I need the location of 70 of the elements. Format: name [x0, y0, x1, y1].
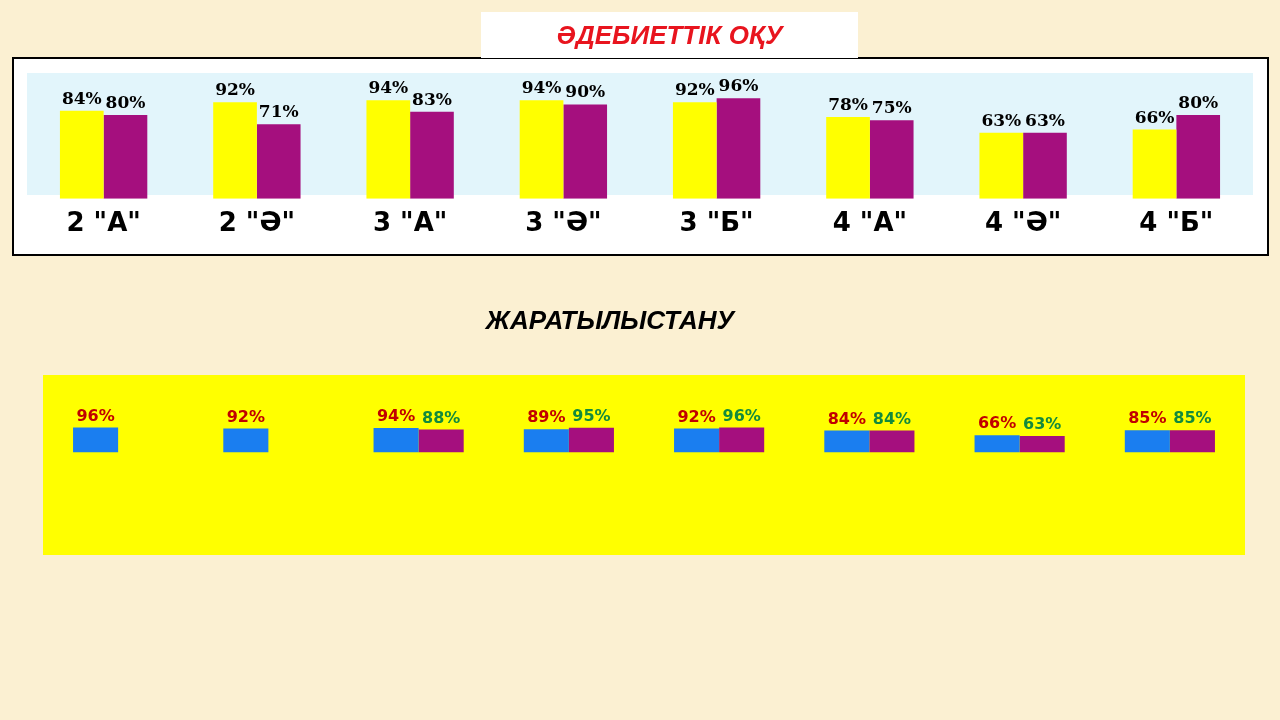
bar: [1124, 430, 1170, 453]
x-tick-label: 3 "Б": [679, 207, 754, 238]
bar: [373, 427, 419, 453]
data-label: 63%: [1023, 414, 1062, 434]
data-label: 78%: [828, 93, 868, 114]
bar: [519, 100, 564, 199]
x-tick-label: 2 "Ә": [218, 207, 296, 238]
x-tick-label: 4 "Ә": [984, 207, 1062, 238]
bar: [716, 98, 761, 199]
bar: [1169, 430, 1215, 453]
data-label: 66%: [977, 413, 1017, 433]
bar: [366, 100, 411, 199]
bar: [672, 102, 717, 199]
x-tick-label: 2 "А": [66, 207, 141, 238]
data-label: 96%: [722, 405, 761, 425]
bar: [1023, 132, 1067, 199]
bar: [869, 120, 914, 199]
bar: [256, 124, 301, 199]
x-tick-label: 3 "Ә": [525, 207, 602, 238]
bar: [1132, 129, 1177, 199]
data-label: 95%: [572, 405, 611, 425]
data-label: 89%: [527, 407, 566, 427]
x-tick-label: 4 "А": [832, 207, 908, 238]
data-label: 92%: [677, 406, 716, 426]
data-label: 92%: [226, 406, 265, 426]
bar: [1019, 435, 1065, 453]
chart-title: ЖАРАТЫЛЫСТАНУ: [484, 305, 737, 337]
data-label: 84%: [872, 408, 912, 428]
bar: [73, 427, 119, 453]
data-label: 63%: [981, 109, 1022, 130]
bar: [563, 104, 608, 199]
chart-title: ӘДЕБИЕТТІК ОҚУ: [481, 12, 858, 58]
bar: [59, 110, 104, 199]
data-label: 75%: [871, 97, 912, 118]
data-label: 80%: [105, 91, 146, 112]
data-label: 92%: [674, 79, 715, 100]
bar: [1176, 114, 1221, 199]
data-label: 71%: [258, 101, 299, 122]
bar: [674, 428, 720, 453]
bar: [223, 428, 269, 453]
bar: [410, 111, 454, 199]
bar: [418, 429, 464, 453]
bar: [523, 429, 569, 453]
data-label: 84%: [827, 408, 866, 428]
data-label: 84%: [61, 87, 102, 108]
data-label: 94%: [376, 406, 416, 426]
bar: [719, 427, 765, 453]
bar: [974, 435, 1020, 453]
bar: [826, 117, 870, 199]
data-label: 80%: [1178, 91, 1219, 112]
data-label: 94%: [521, 77, 562, 98]
x-tick-label: 4 "Б": [1139, 207, 1214, 238]
data-label: 94%: [368, 77, 409, 98]
data-label: 96%: [76, 405, 115, 425]
data-label: 66%: [1134, 106, 1175, 127]
x-tick-label: 3 "А": [372, 207, 448, 238]
bar: [568, 427, 614, 453]
bar: [869, 430, 915, 453]
data-label: 88%: [422, 407, 461, 427]
data-label: 85%: [1128, 408, 1167, 428]
data-label: 90%: [565, 81, 606, 102]
bar: [213, 102, 257, 199]
bar: [824, 430, 870, 453]
data-label: 63%: [1025, 109, 1065, 130]
data-label: 83%: [412, 88, 452, 109]
data-label: 96%: [718, 75, 759, 96]
data-label: 85%: [1173, 408, 1212, 428]
bar: [103, 114, 148, 199]
bar: [979, 132, 1024, 199]
data-label: 92%: [215, 79, 255, 100]
